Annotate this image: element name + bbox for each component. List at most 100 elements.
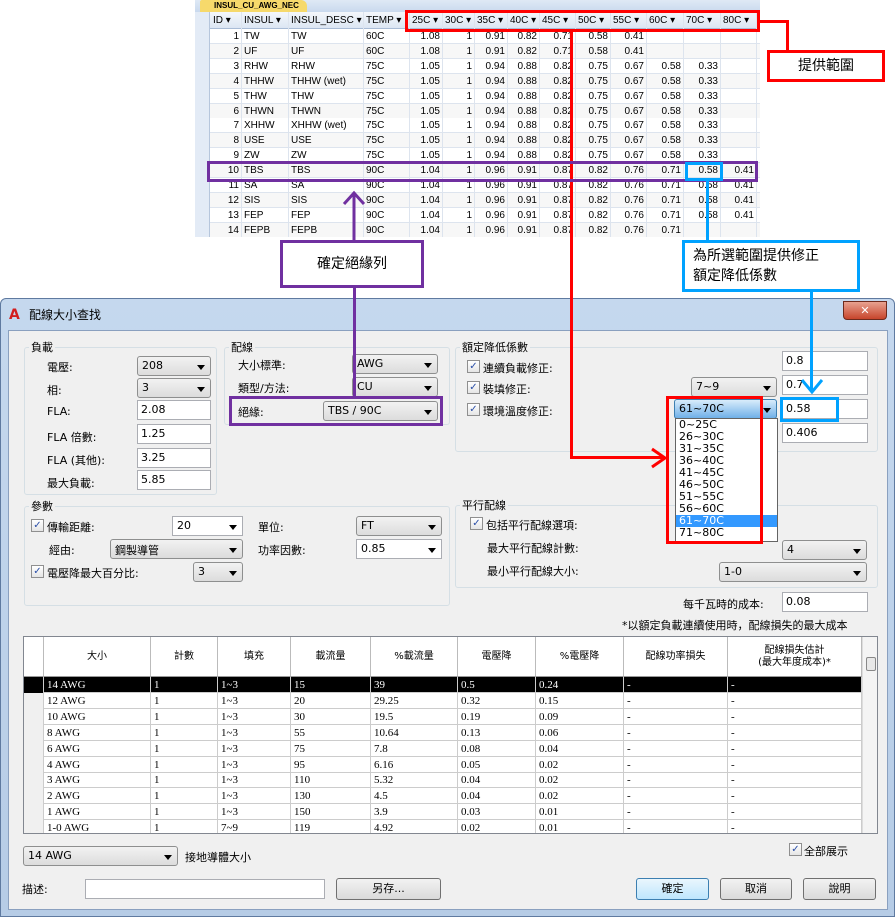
column-header-25C[interactable]: 25C ▾ bbox=[410, 12, 443, 29]
column-header-45C[interactable]: 45C ▾ bbox=[540, 12, 576, 29]
table-row[interactable]: 5 THW THW 75C 1.05 1 0.94 0.88 0.82 0.75 0.67 0.58 0… bbox=[195, 88, 760, 104]
include-parallel-checkbox[interactable]: ✓ bbox=[470, 517, 483, 530]
continuous-load-input[interactable]: 0.8 bbox=[782, 351, 868, 371]
row-header[interactable] bbox=[24, 820, 44, 833]
distance-combo[interactable]: 20 bbox=[172, 516, 243, 536]
row-header[interactable] bbox=[24, 708, 44, 725]
column-header-INSUL_DESC[interactable]: INSUL_DESC ▾ bbox=[289, 12, 364, 29]
grid-row[interactable]: 12 AWG 1 1~3 20 29.25 0.32 0.15- - bbox=[24, 692, 862, 709]
grid-column-header[interactable]: 填充 bbox=[218, 637, 291, 677]
column-header-35C[interactable]: 35C ▾ bbox=[475, 12, 508, 29]
table-row[interactable]: 6 THWN THWN 75C 1.05 1 0.94 0.88 0.82 0.75 0.67 0.5… bbox=[195, 103, 760, 119]
ok-button[interactable]: 確定 bbox=[636, 878, 709, 900]
grid-column-header[interactable]: 大小 bbox=[44, 637, 151, 677]
grid-column-header[interactable]: 配線功率損失 bbox=[624, 637, 728, 677]
show-all-checkbox[interactable]: ✓ bbox=[789, 843, 802, 856]
column-header-TEMP[interactable]: TEMP ▾ bbox=[364, 12, 410, 29]
ambient-temp-dropdown-list[interactable]: 0~25C 26~30C 31~35C 36~40C 41~45C 46~50C 51~55… bbox=[675, 418, 778, 542]
power-factor-combo[interactable]: 0.85 bbox=[356, 539, 442, 559]
dropdown-option[interactable]: 56~60C bbox=[679, 502, 724, 515]
table-row[interactable]: 7 XHHW XHHW (wet) 75C 1.05 1 0.94 0.88 0.82 0.75 0… bbox=[195, 118, 760, 134]
row-selector[interactable] bbox=[195, 29, 210, 44]
voltage-select[interactable]: 208 bbox=[137, 356, 211, 376]
fill-correction-input[interactable]: 0.7 bbox=[782, 375, 868, 395]
table-row[interactable]: 4 THHW THHW (wet) 75C 1.05 1 0.94 0.88 0.82 0.75 0… bbox=[195, 73, 760, 89]
table-row[interactable]: 8 USE USE 75C 1.05 1 0.94 0.88 0.82 0.75 0.67 0.58 0… bbox=[195, 133, 760, 149]
save-as-button[interactable]: 另存... bbox=[336, 878, 441, 900]
row-selector[interactable] bbox=[195, 207, 210, 223]
distance-checkbox[interactable]: ✓ bbox=[31, 519, 44, 532]
column-header-30C[interactable]: 30C ▾ bbox=[443, 12, 475, 29]
table-row[interactable]: 13 FEP FEP 90C 1.04 1 0.96 0.91 0.87 0.82 0.76 0.71… bbox=[195, 207, 760, 223]
select-all-cell[interactable] bbox=[195, 12, 210, 29]
row-selector[interactable] bbox=[195, 88, 210, 104]
grid-row[interactable]: 3 AWG 1 1~3 110 5.32 0.04 0.02- - bbox=[24, 772, 862, 789]
grid-row[interactable]: 1-0 AWG 1 7~9 119 4.92 0.02 0.01- - bbox=[24, 820, 862, 833]
unit-select[interactable]: FT bbox=[356, 516, 442, 536]
dropdown-option[interactable]: 36~40C bbox=[679, 454, 724, 467]
grid-row[interactable]: 10 AWG 1 1~3 30 19.5 0.19 0.09- - bbox=[24, 708, 862, 725]
voltage-drop-select[interactable]: 3 bbox=[193, 562, 243, 582]
row-header[interactable] bbox=[24, 692, 44, 709]
cancel-button[interactable]: 取消 bbox=[720, 878, 792, 900]
row-selector[interactable] bbox=[195, 58, 210, 74]
row-selector[interactable] bbox=[195, 73, 210, 89]
via-select[interactable]: 鋼製導管 bbox=[110, 539, 243, 559]
ambient-temp-select[interactable]: 61~70C bbox=[674, 399, 777, 419]
fla-multiplier-input[interactable]: 1.25 bbox=[137, 424, 211, 444]
dropdown-option[interactable]: 31~35C bbox=[679, 442, 724, 455]
grid-row[interactable]: 4 AWG 1 1~3 95 6.16 0.05 0.02- - bbox=[24, 756, 862, 773]
grid-column-header[interactable]: %電壓降 bbox=[536, 637, 624, 677]
column-header-80C[interactable]: 80C ▾ bbox=[721, 12, 757, 29]
row-header[interactable] bbox=[24, 788, 44, 805]
close-button[interactable]: ✕ bbox=[843, 301, 887, 320]
type-method-select[interactable]: CU bbox=[352, 377, 438, 397]
column-header-70C[interactable]: 70C ▾ bbox=[684, 12, 721, 29]
ground-size-select[interactable]: 14 AWG bbox=[23, 846, 178, 866]
table-row[interactable]: 10 TBS TBS 90C 1.04 1 0.96 0.91 0.87 0.82 0.76 0.71… bbox=[195, 163, 760, 179]
grid-column-header[interactable]: 計數 bbox=[151, 637, 218, 677]
dropdown-option[interactable]: 0~25C bbox=[679, 418, 717, 431]
dropdown-option[interactable]: 71~80C bbox=[679, 526, 724, 539]
grid-row[interactable]: 2 AWG 1 1~3 130 4.5 0.04 0.02- - bbox=[24, 788, 862, 805]
grid-column-header[interactable]: 配線損失估計 (最大年度成本)* bbox=[728, 637, 862, 677]
phase-select[interactable]: 3 bbox=[137, 378, 211, 398]
help-button[interactable]: 說明 bbox=[803, 878, 876, 900]
table-row[interactable]: 3 RHW RHW 75C 1.05 1 0.94 0.88 0.82 0.75 0.67 0.58 0… bbox=[195, 58, 760, 74]
ambient-temp-checkbox[interactable]: ✓ bbox=[467, 403, 480, 416]
row-header[interactable] bbox=[24, 756, 44, 773]
grid-scrollbar[interactable] bbox=[862, 637, 877, 833]
grid-column-header[interactable]: 載流量 bbox=[291, 637, 371, 677]
column-header-40C[interactable]: 40C ▾ bbox=[508, 12, 540, 29]
row-selector[interactable] bbox=[195, 103, 210, 119]
cost-input[interactable]: 0.08 bbox=[782, 592, 868, 612]
grid-row[interactable]: 6 AWG 1 1~3 75 7.8 0.08 0.04- - bbox=[24, 740, 862, 757]
dropdown-option[interactable]: 46~50C bbox=[679, 478, 724, 491]
table-row[interactable]: 2 UF UF 60C 1.08 1 0.91 0.82 0.71 0.58 0.41 bbox=[195, 43, 760, 59]
fill-correction-checkbox[interactable]: ✓ bbox=[467, 381, 480, 394]
grid-row[interactable]: 8 AWG 1 1~3 55 10.64 0.13 0.06- - bbox=[24, 724, 862, 741]
grid-column-header[interactable]: 電壓降 bbox=[458, 637, 536, 677]
fla-other-input[interactable]: 3.25 bbox=[137, 448, 211, 468]
table-row[interactable]: 14 FEPB FEPB 90C 1.04 1 0.96 0.91 0.87 0.82 0.76 0.… bbox=[195, 222, 760, 237]
row-header[interactable] bbox=[24, 724, 44, 741]
row-selector[interactable] bbox=[195, 148, 210, 164]
table-row[interactable]: 1 TW TW 60C 1.08 1 0.91 0.82 0.71 0.58 0.41 bbox=[195, 29, 760, 44]
row-header[interactable] bbox=[24, 804, 44, 821]
row-header[interactable] bbox=[24, 677, 44, 693]
column-header-INSUL[interactable]: INSUL ▾ bbox=[242, 12, 289, 29]
insulation-select[interactable]: TBS / 90C bbox=[323, 401, 438, 421]
grid-row[interactable]: 14 AWG 1 1~3 15 39 0.5 0.24- - bbox=[24, 677, 862, 693]
row-header[interactable] bbox=[24, 772, 44, 789]
row-selector[interactable] bbox=[195, 178, 210, 193]
total-derating-input[interactable]: 0.406 bbox=[782, 423, 868, 443]
column-header-ID[interactable]: ID ▾ bbox=[211, 12, 242, 29]
dropdown-option[interactable]: 61~70C bbox=[676, 515, 777, 527]
grid-row[interactable]: 1 AWG 1 1~3 150 3.9 0.03 0.01- - bbox=[24, 804, 862, 821]
row-selector[interactable] bbox=[195, 118, 210, 134]
description-input[interactable] bbox=[85, 879, 325, 899]
fla-input[interactable]: 2.08 bbox=[137, 400, 211, 420]
ambient-temp-input[interactable]: 0.58 bbox=[782, 399, 868, 419]
row-selector[interactable] bbox=[195, 192, 210, 208]
continuous-load-checkbox[interactable]: ✓ bbox=[467, 360, 480, 373]
